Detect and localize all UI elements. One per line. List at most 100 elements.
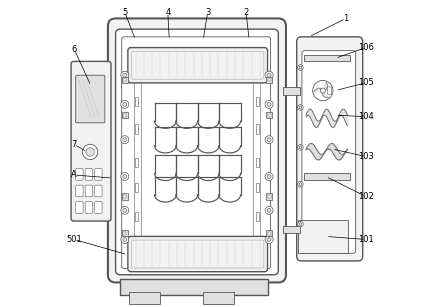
FancyBboxPatch shape: [116, 29, 278, 275]
FancyBboxPatch shape: [128, 236, 268, 272]
Circle shape: [299, 223, 302, 226]
Text: A: A: [71, 170, 77, 180]
FancyBboxPatch shape: [85, 185, 93, 197]
FancyBboxPatch shape: [76, 185, 83, 197]
FancyBboxPatch shape: [76, 169, 83, 180]
Text: 7: 7: [71, 140, 77, 149]
Circle shape: [265, 173, 273, 181]
FancyBboxPatch shape: [266, 230, 272, 236]
Circle shape: [123, 238, 127, 241]
FancyBboxPatch shape: [268, 114, 271, 117]
Circle shape: [86, 148, 94, 156]
FancyBboxPatch shape: [304, 55, 350, 61]
Circle shape: [121, 136, 129, 144]
FancyBboxPatch shape: [135, 158, 138, 167]
Text: 102: 102: [358, 192, 373, 201]
Polygon shape: [314, 88, 322, 92]
FancyBboxPatch shape: [76, 202, 83, 213]
Circle shape: [298, 105, 303, 110]
FancyBboxPatch shape: [129, 292, 160, 304]
FancyBboxPatch shape: [256, 124, 259, 134]
Text: 501: 501: [66, 235, 82, 244]
FancyBboxPatch shape: [123, 195, 126, 198]
FancyBboxPatch shape: [283, 87, 300, 95]
Text: 103: 103: [358, 152, 374, 161]
Circle shape: [267, 138, 271, 142]
Polygon shape: [322, 91, 329, 98]
Circle shape: [123, 103, 127, 107]
FancyBboxPatch shape: [128, 48, 268, 83]
Circle shape: [298, 145, 303, 150]
FancyBboxPatch shape: [95, 169, 102, 180]
Circle shape: [299, 146, 302, 149]
FancyBboxPatch shape: [302, 51, 356, 253]
Circle shape: [123, 73, 127, 77]
FancyBboxPatch shape: [122, 37, 271, 269]
Text: 5: 5: [122, 8, 128, 17]
FancyBboxPatch shape: [297, 37, 363, 261]
FancyBboxPatch shape: [256, 158, 259, 167]
Circle shape: [121, 100, 129, 108]
Circle shape: [123, 175, 127, 179]
Circle shape: [298, 221, 303, 227]
Circle shape: [265, 235, 273, 243]
FancyBboxPatch shape: [71, 61, 111, 221]
Text: 3: 3: [205, 8, 210, 17]
FancyBboxPatch shape: [135, 212, 138, 221]
FancyBboxPatch shape: [135, 183, 138, 192]
FancyBboxPatch shape: [95, 202, 102, 213]
Text: 6: 6: [71, 45, 77, 54]
FancyBboxPatch shape: [85, 202, 93, 213]
Text: 105: 105: [358, 78, 373, 87]
FancyBboxPatch shape: [76, 75, 105, 123]
Circle shape: [123, 208, 127, 212]
Circle shape: [267, 208, 271, 212]
Circle shape: [82, 144, 98, 160]
Circle shape: [265, 71, 273, 79]
Circle shape: [265, 206, 273, 214]
FancyBboxPatch shape: [256, 212, 259, 221]
Circle shape: [267, 175, 271, 179]
FancyBboxPatch shape: [85, 169, 93, 180]
FancyBboxPatch shape: [304, 173, 350, 180]
Circle shape: [298, 65, 303, 70]
Circle shape: [121, 206, 129, 214]
FancyBboxPatch shape: [256, 183, 259, 192]
FancyBboxPatch shape: [268, 232, 271, 235]
Circle shape: [298, 181, 303, 187]
Circle shape: [299, 183, 302, 185]
FancyBboxPatch shape: [268, 78, 271, 81]
Text: 2: 2: [244, 8, 249, 17]
FancyBboxPatch shape: [256, 97, 259, 106]
Circle shape: [265, 100, 273, 108]
Circle shape: [320, 88, 325, 93]
Polygon shape: [324, 82, 327, 91]
FancyBboxPatch shape: [327, 87, 332, 94]
FancyBboxPatch shape: [203, 292, 234, 304]
Circle shape: [267, 73, 271, 77]
FancyBboxPatch shape: [122, 112, 128, 118]
FancyBboxPatch shape: [123, 232, 126, 235]
FancyBboxPatch shape: [122, 77, 128, 83]
FancyBboxPatch shape: [123, 78, 126, 81]
Text: 1: 1: [343, 14, 349, 23]
FancyBboxPatch shape: [135, 124, 138, 134]
Circle shape: [299, 66, 302, 69]
FancyBboxPatch shape: [135, 97, 138, 106]
Circle shape: [299, 106, 302, 109]
Circle shape: [121, 173, 129, 181]
FancyBboxPatch shape: [108, 18, 286, 282]
Text: 4: 4: [165, 8, 171, 17]
Text: 106: 106: [358, 43, 374, 52]
FancyBboxPatch shape: [268, 195, 271, 198]
FancyBboxPatch shape: [120, 279, 268, 295]
FancyBboxPatch shape: [266, 112, 272, 118]
FancyBboxPatch shape: [298, 220, 348, 253]
Text: 101: 101: [358, 235, 373, 244]
Text: 104: 104: [358, 112, 373, 121]
FancyBboxPatch shape: [122, 193, 128, 200]
Circle shape: [265, 136, 273, 144]
Circle shape: [267, 103, 271, 107]
Circle shape: [123, 138, 127, 142]
FancyBboxPatch shape: [95, 185, 102, 197]
